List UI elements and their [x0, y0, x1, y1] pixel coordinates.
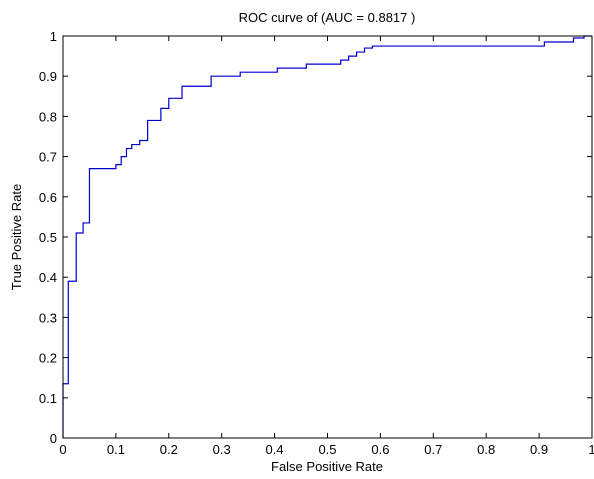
x-tick-label: 1	[588, 442, 594, 457]
y-tick-label: 0.3	[39, 310, 57, 325]
x-tick-label: 0.5	[318, 442, 336, 457]
series-group	[62, 35, 592, 438]
roc-curve-line	[62, 35, 592, 438]
x-tick-label: 0.8	[477, 442, 495, 457]
y-tick-label: 0.7	[39, 150, 57, 165]
chart-title: ROC curve of (AUC = 0.8817 )	[239, 10, 416, 25]
x-tick-label: 0.7	[424, 442, 442, 457]
axis-tick-labels: 0 0.1 0.2 0.3 0.4 0.5 0.6 0.7 0.8 0.9 1 0 0.1 0.2 0.3 0…	[39, 29, 594, 457]
x-tick-label: 0.2	[160, 442, 178, 457]
axis-ticks	[62, 35, 593, 439]
y-tick-label: 0.6	[39, 190, 57, 205]
x-tick-label: 0.3	[213, 442, 231, 457]
y-tick-label: 0.8	[39, 109, 57, 124]
y-tick-label: 0.2	[39, 351, 57, 366]
x-tick-label: 0.9	[530, 442, 548, 457]
y-tick-label: 1	[50, 29, 57, 44]
x-axis-label: False Positive Rate	[271, 459, 383, 474]
y-tick-label: 0.9	[39, 69, 57, 84]
y-tick-label: 0.5	[39, 230, 57, 245]
x-tick-label: 0.1	[107, 442, 125, 457]
x-tick-label: 0.4	[266, 442, 284, 457]
y-tick-label: 0.4	[39, 270, 57, 285]
plot-frame	[62, 35, 593, 439]
y-axis-label-group: True Positive Rate	[9, 184, 24, 290]
y-tick-label: 0.1	[39, 391, 57, 406]
x-tick-label: 0.6	[371, 442, 389, 457]
y-tick-label: 0	[50, 431, 57, 446]
x-tick-label: 0	[59, 442, 66, 457]
y-axis-label: True Positive Rate	[9, 184, 24, 290]
